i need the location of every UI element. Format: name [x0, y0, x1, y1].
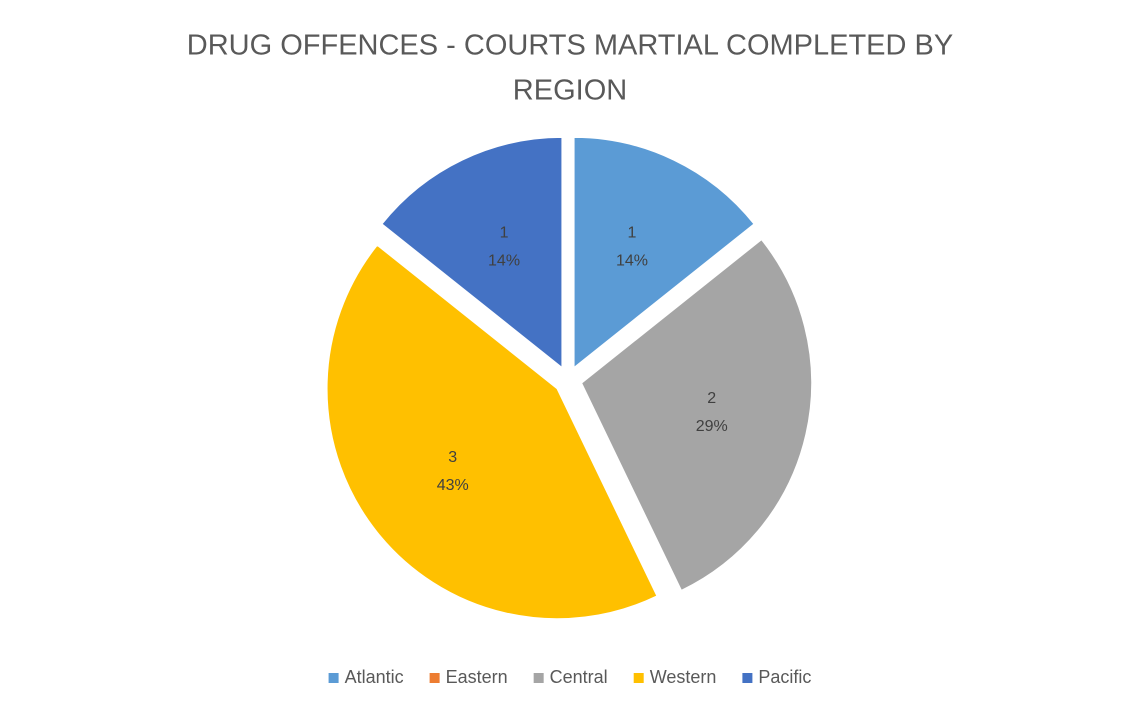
data-label: 29%: [696, 418, 728, 435]
pie-slice: [381, 136, 563, 369]
data-label: 1: [628, 224, 637, 241]
data-label: 43%: [437, 477, 469, 494]
legend-marker: [742, 673, 753, 683]
legend-marker: [328, 673, 339, 683]
pie-slice: [326, 244, 658, 620]
chart-title: REGION: [513, 75, 627, 107]
legend-label: Atlantic: [345, 667, 404, 687]
data-label: 14%: [488, 252, 520, 269]
pie-slice: [573, 136, 755, 369]
data-label: 3: [448, 449, 457, 466]
pie-slice: [581, 239, 813, 592]
legend-marker: [429, 673, 440, 683]
legend-marker: [633, 673, 644, 683]
legend-label: Central: [550, 667, 608, 687]
data-label: 2: [707, 390, 716, 407]
legend-label: Eastern: [446, 667, 508, 687]
data-label: 14%: [616, 252, 648, 269]
chart-title: DRUG OFFENCES - COURTS MARTIAL COMPLETED…: [187, 30, 953, 62]
legend-label: Western: [650, 667, 717, 687]
legend-label: Pacific: [758, 667, 811, 687]
legend-marker: [533, 673, 544, 683]
data-label: 1: [500, 224, 509, 241]
